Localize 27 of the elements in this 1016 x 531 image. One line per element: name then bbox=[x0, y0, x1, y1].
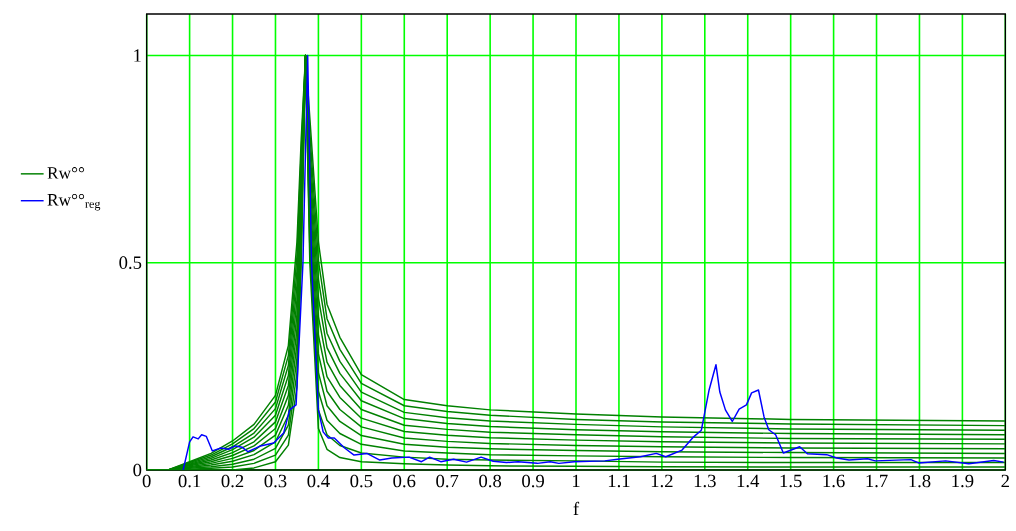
x-tick-label: 0.6 bbox=[393, 474, 416, 488]
x-tick-label: 1 bbox=[572, 474, 580, 488]
legend-label: Rw°°$_{reg}$ bbox=[47, 193, 101, 211]
x-tick-label: 1.4 bbox=[737, 474, 760, 488]
x-tick-label: 1.2 bbox=[651, 474, 673, 488]
x-tick-label: 1.8 bbox=[909, 474, 931, 488]
y-tick-label: 0 bbox=[133, 463, 142, 477]
x-tick-label: 1.9 bbox=[952, 474, 974, 488]
x-tick-label: 0.5 bbox=[350, 474, 373, 488]
x-tick-label: 2 bbox=[1001, 474, 1009, 488]
x-tick-label: 0.8 bbox=[479, 474, 502, 488]
x-axis-title: f bbox=[573, 501, 580, 516]
x-tick-label: 0.1 bbox=[178, 474, 201, 488]
x-tick-label: 1.3 bbox=[694, 474, 716, 488]
x-tick-label: 0.2 bbox=[221, 474, 244, 488]
x-tick-label: 1.6 bbox=[823, 474, 845, 488]
x-tick-label: 0 bbox=[142, 474, 151, 488]
x-tick-label: 1.1 bbox=[608, 474, 630, 488]
x-tick-label: 1.5 bbox=[780, 474, 802, 488]
x-tick-label: 0.4 bbox=[307, 474, 330, 488]
y-tick-label: 1 bbox=[134, 49, 141, 62]
x-tick-label: 0.9 bbox=[522, 474, 544, 488]
legend-label: Rw°° bbox=[47, 167, 85, 179]
y-tick-label: 0.5 bbox=[119, 256, 142, 270]
x-tick-label: 1.7 bbox=[866, 474, 888, 488]
x-tick-label: 0.7 bbox=[436, 474, 459, 488]
x-tick-label: 0.3 bbox=[264, 474, 287, 488]
